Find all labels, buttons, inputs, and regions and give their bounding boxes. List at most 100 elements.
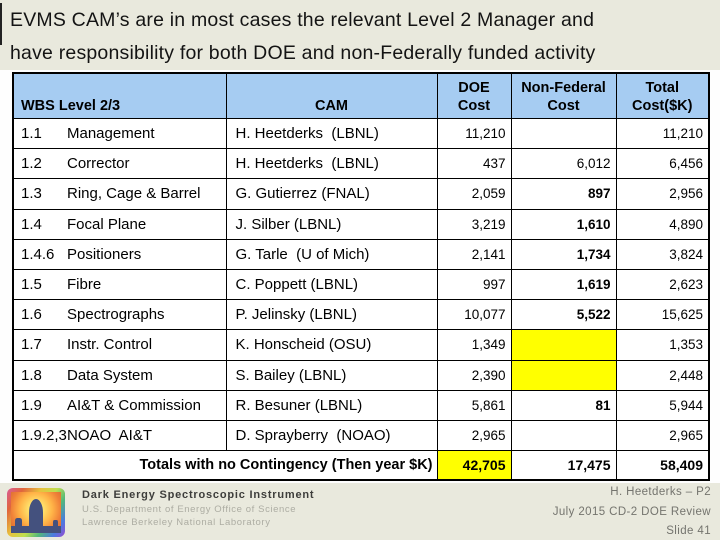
table-row: 1.3 Ring, Cage & Barrel G. Gutierrez (FNAL… xyxy=(12,178,710,210)
wbs-label: Corrector xyxy=(67,155,130,173)
wbs-cell: 1.7 Instr. Control xyxy=(12,329,227,361)
wbs-number: 1.7 xyxy=(21,336,42,354)
cost-table: WBS Level 2/3 CAM DOE Cost Non-Federal C… xyxy=(12,72,710,481)
table-row: 1.2 Corrector H. Heetderks (LBNL) 437 6,012 6… xyxy=(12,148,710,180)
col-header-total-cost: Total Cost($K) xyxy=(615,72,710,119)
doe-cost-cell: 3,219 xyxy=(436,208,512,240)
doe-cost-cell: 1,349 xyxy=(436,329,512,361)
footer-doe-office: U.S. Department of Energy Office of Scie… xyxy=(82,503,297,515)
doe-cost-cell: 437 xyxy=(436,148,512,180)
cam-cell: K. Honscheid (OSU) xyxy=(225,329,438,361)
total-cost-cell: 2,623 xyxy=(615,268,710,301)
footer-presenter: H. Heetderks – P2 xyxy=(610,486,711,498)
nonfederal-cost-cell xyxy=(510,419,617,452)
wbs-cell: 1.8 Data System xyxy=(12,359,227,391)
footer-project-name: Dark Energy Spectroscopic Instrument xyxy=(82,489,315,501)
table-row: 1.9 AI&T & Commission R. Besuner (LBNL) 5,8… xyxy=(12,389,710,421)
wbs-cell: 1.9.2,3NOAO AI&T xyxy=(12,419,227,452)
cam-cell: R. Besuner (LBNL) xyxy=(225,389,438,421)
wbs-number: 1.4 xyxy=(21,215,42,233)
doe-cost-cell: 5,861 xyxy=(436,389,512,421)
wbs-cell: 1.3 Ring, Cage & Barrel xyxy=(12,178,227,210)
total-cost-cell: 1,353 xyxy=(615,329,710,361)
total-cost-cell: 2,956 xyxy=(615,178,710,210)
wbs-number: 1.4.6 xyxy=(21,245,55,263)
doe-cost-cell: 2,141 xyxy=(436,238,512,270)
wbs-cell: 1.9 AI&T & Commission xyxy=(12,389,227,421)
wbs-number: 1.5 xyxy=(21,276,42,294)
col-header-doe-cost: DOE Cost xyxy=(436,72,512,119)
wbs-number: 1.8 xyxy=(21,366,42,384)
cam-cell: G. Tarle (U of Mich) xyxy=(225,238,438,270)
table-row: 1.8 Data System S. Bailey (LBNL) 2,390 2,448 xyxy=(12,359,710,391)
doe-cost-cell: 2,390 xyxy=(436,359,512,391)
nonfederal-cost-cell xyxy=(510,117,617,150)
nonfederal-cost-cell: 897 xyxy=(510,178,617,210)
wbs-cell: 1.1 Management xyxy=(12,117,227,150)
wbs-label: Fibre xyxy=(67,276,102,294)
totals-nonfederal-cost: 17,475 xyxy=(510,450,617,481)
table-row: 1.7 Instr. Control K. Honscheid (OSU) 1,349… xyxy=(12,329,710,361)
totals-label: Totals with no Contingency (Then year $K… xyxy=(12,450,438,481)
wbs-label: Ring, Cage & Barrel xyxy=(67,185,201,203)
desi-telescope-icon xyxy=(11,492,61,533)
wbs-label: Management xyxy=(67,125,155,143)
wbs-label: Data System xyxy=(67,366,153,384)
table-row: 1.9.2,3NOAO AI&T D. Sprayberry (NOAO) 2,96… xyxy=(12,419,710,452)
wbs-label: Instr. Control xyxy=(67,336,153,354)
footer-right: H. Heetderks – P2 July 2015 CD-2 DOE Rev… xyxy=(553,483,711,540)
cam-cell: D. Sprayberry (NOAO) xyxy=(225,419,438,452)
doe-cost-cell: 2,965 xyxy=(436,419,512,452)
col-header-nonfederal-cost: Non-Federal Cost xyxy=(510,72,617,119)
wbs-label: AI&T & Commission xyxy=(67,396,201,414)
total-cost-cell: 2,965 xyxy=(615,419,710,452)
table-row: 1.4 Focal Plane J. Silber (LBNL) 3,219 1,610… xyxy=(12,208,710,240)
nonfederal-cost-cell: 6,012 xyxy=(510,148,617,180)
wbs-number: 1.9 xyxy=(21,396,42,414)
cam-cell: H. Heetderks (LBNL) xyxy=(225,148,438,180)
nonfederal-cost-cell: 81 xyxy=(510,389,617,421)
slide-title-line1: EVMS CAM’s are in most cases the relevan… xyxy=(10,9,595,31)
total-cost-cell: 5,944 xyxy=(615,389,710,421)
nonfederal-cost-cell: 1,610 xyxy=(510,208,617,240)
wbs-cell: 1.5 Fibre xyxy=(12,268,227,301)
total-cost-cell: 15,625 xyxy=(615,299,710,331)
wbs-label: Spectrographs xyxy=(67,306,165,324)
cam-cell: H. Heetderks (LBNL) xyxy=(225,117,438,150)
slide-edge-mark xyxy=(0,3,2,45)
total-cost-cell: 11,210 xyxy=(615,117,710,150)
footer-slide-number: Slide 41 xyxy=(666,525,711,537)
cam-cell: G. Gutierrez (FNAL) xyxy=(225,178,438,210)
cam-cell: S. Bailey (LBNL) xyxy=(225,359,438,391)
wbs-number: 1.1 xyxy=(21,125,42,143)
footer-left: Dark Energy Spectroscopic Instrument U.S… xyxy=(82,489,314,528)
desi-logo xyxy=(7,488,65,537)
wbs-label: NOAO AI&T xyxy=(67,426,153,444)
wbs-cell: 1.4.6 Positioners xyxy=(12,238,227,270)
wbs-cell: 1.6 Spectrographs xyxy=(12,299,227,331)
table-header-row: WBS Level 2/3 CAM DOE Cost Non-Federal C… xyxy=(12,72,710,119)
cam-cell: C. Poppett (LBNL) xyxy=(225,268,438,301)
col-header-cam: CAM xyxy=(225,72,438,119)
total-cost-cell: 6,456 xyxy=(615,148,710,180)
wbs-cell: 1.2 Corrector xyxy=(12,148,227,180)
total-cost-cell: 2,448 xyxy=(615,359,710,391)
totals-total-cost: 58,409 xyxy=(615,450,710,481)
nonfederal-cost-cell xyxy=(510,329,617,361)
nonfederal-cost-cell: 1,734 xyxy=(510,238,617,270)
wbs-number: 1.6 xyxy=(21,306,42,324)
nonfederal-cost-cell: 5,522 xyxy=(510,299,617,331)
doe-cost-cell: 997 xyxy=(436,268,512,301)
table-row: 1.6 Spectrographs P. Jelinsky (LBNL) 10,077… xyxy=(12,299,710,331)
nonfederal-cost-cell xyxy=(510,359,617,391)
totals-row: Totals with no Contingency (Then year $K… xyxy=(12,450,710,481)
doe-cost-cell: 2,059 xyxy=(436,178,512,210)
footer-review-name: July 2015 CD-2 DOE Review xyxy=(552,505,711,518)
wbs-label: Positioners xyxy=(67,245,142,263)
wbs-label: Focal Plane xyxy=(67,215,147,233)
wbs-number: 1.3 xyxy=(21,185,42,203)
col-header-wbs: WBS Level 2/3 xyxy=(12,72,227,119)
slide-title: EVMS CAM’s are in most cases the relevan… xyxy=(10,4,710,69)
table-row: 1.5 Fibre C. Poppett (LBNL) 997 1,619 2,623 xyxy=(12,268,710,301)
